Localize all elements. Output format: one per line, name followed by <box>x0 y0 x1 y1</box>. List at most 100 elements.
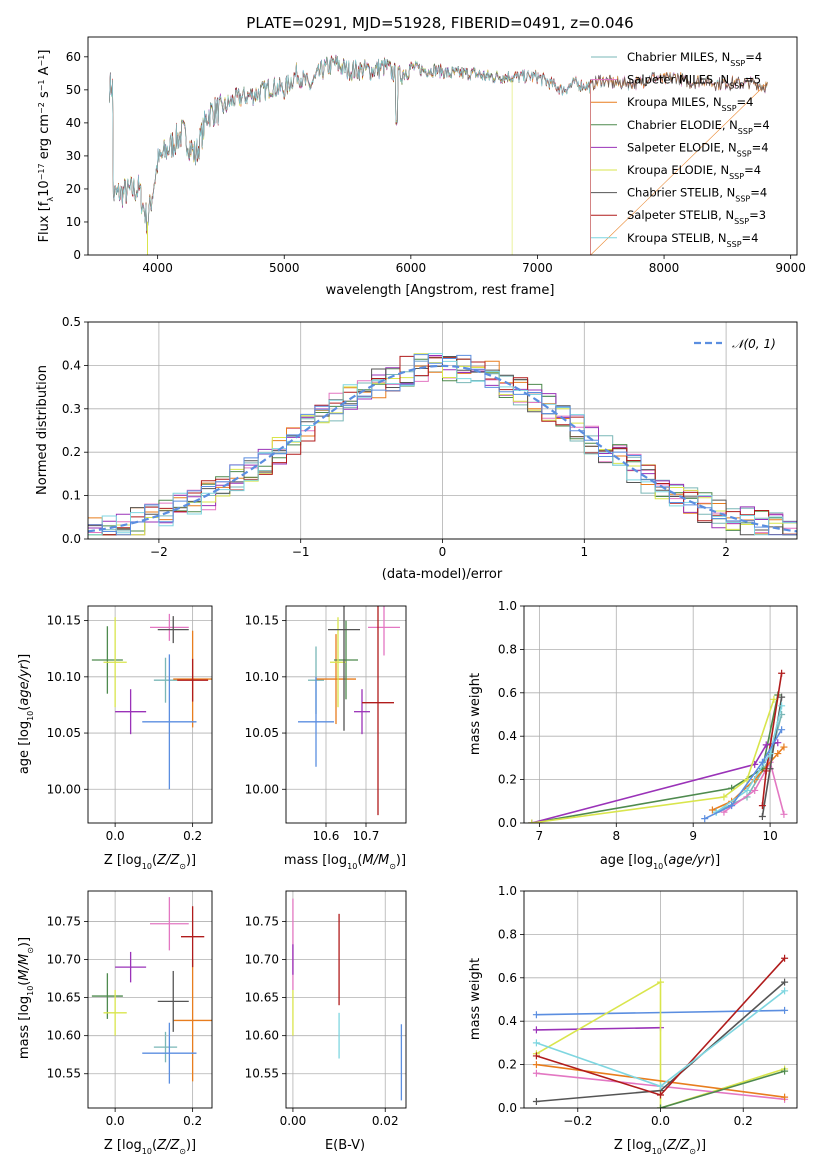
weight_vs_Z-ticklabel-y: 0.6 <box>498 971 517 985</box>
weight_vs_Z-ticklabel-x: 0.2 <box>734 1114 753 1128</box>
residual-histogram <box>88 353 797 536</box>
residuals-frame <box>87 321 798 540</box>
weight_vs_Z-ticklabel-y: 0.0 <box>498 1101 517 1115</box>
age_vs_Z-ticklabel-y: 10.15 <box>47 614 81 628</box>
age_vs_Z-frame <box>87 605 213 824</box>
weight_vs_age-marker <box>762 767 770 775</box>
spectrum-ticklabel-y: 0 <box>73 248 81 262</box>
weight_vs_Z-marker <box>781 1006 789 1014</box>
spectrum-ticklabel-x: 8000 <box>649 261 680 275</box>
weight_vs_Z-frame <box>523 890 798 1109</box>
weight_vs_age-series-line <box>715 705 783 813</box>
legend-label: Kroupa ELODIE, NSSP=4 <box>627 163 761 181</box>
weight_vs_age-marker <box>774 750 782 758</box>
residual-histogram <box>88 354 797 536</box>
weight_vs_Z-marker <box>532 1011 540 1019</box>
weight_vs_Z-ticklabel-y: 0.8 <box>498 927 517 941</box>
mass_vs_ebv-ticklabel-y: 10.55 <box>245 1067 279 1081</box>
residuals-ticklabel-x: 1 <box>580 545 588 559</box>
legend-normal-label: 𝒩(0, 1) <box>732 337 776 351</box>
weight_vs_age-marker <box>766 765 774 773</box>
legend-label: Chabrier ELODIE, NSSP=4 <box>627 118 770 136</box>
mass_vs_Z-ticklabel-y: 10.55 <box>47 1067 81 1081</box>
weight_vs_age-marker <box>770 695 778 703</box>
weight_vs_Z-marker <box>532 1052 540 1060</box>
weight_vs_Z-marker <box>532 1069 540 1077</box>
legend-label: Chabrier STELIB, NSSP=4 <box>627 186 767 204</box>
weight_vs_Z-marker <box>532 1039 540 1047</box>
residual-histogram <box>88 353 797 536</box>
weight_vs_Z-marker <box>657 1104 664 1108</box>
weight_vs_age-marker <box>778 726 786 734</box>
legend-label: Kroupa STELIB, NSSP=4 <box>627 231 758 249</box>
weight_vs_age-series-line <box>723 760 785 815</box>
weight_vs_Z-marker <box>532 1097 540 1105</box>
residuals-ticklabel-x: 0 <box>439 545 447 559</box>
mass_vs_Z-ticklabel-y: 10.75 <box>47 914 81 928</box>
legend-label: Chabrier MILES, NSSP=4 <box>627 50 762 68</box>
weight_vs_age-ticklabel-x: 8 <box>612 829 620 843</box>
weight_vs_Z-series-line <box>660 1070 785 1108</box>
weight_vs_age-marker <box>751 786 759 794</box>
mass_vs_Z-ticklabel-x: 0.2 <box>183 1114 202 1128</box>
weight_vs_Z-marker <box>657 978 664 986</box>
weight_vs_age-marker <box>720 793 728 801</box>
mass_vs_ebv-ticklabel-y: 10.60 <box>245 1029 279 1043</box>
age_vs_Z-ticklabel-y: 10.00 <box>47 782 81 796</box>
age_vs_mass-ticklabel-y: 10.15 <box>245 614 279 628</box>
spectrum-series-line <box>109 55 591 231</box>
spectrum-ticklabel-y: 30 <box>66 149 81 163</box>
weight_vs_age-series-line <box>531 699 775 823</box>
spectrum-ticklabel-y: 10 <box>66 215 81 229</box>
weight_vs_age-marker <box>758 812 766 820</box>
spectrum-ticklabel-y: 50 <box>66 83 81 97</box>
spectrum-frame <box>87 36 798 256</box>
age_vs_mass-ticklabel-y: 10.05 <box>245 726 279 740</box>
residuals-ticklabel-x: −1 <box>292 545 310 559</box>
weight_vs_age-marker <box>701 815 709 823</box>
spectrum-xlabel: wavelength [Angstrom, rest frame] <box>326 283 555 298</box>
residuals-plot <box>88 353 797 536</box>
spectrum-series-line <box>109 55 591 255</box>
weight_vs_Z-ticklabel-y: 0.2 <box>498 1058 517 1072</box>
spectrum-ticklabel-x: 7000 <box>522 261 553 275</box>
weight_vs_age-ticklabel-y: 0.6 <box>498 686 517 700</box>
weight_vs_age-marker <box>778 702 786 710</box>
weight_vs_Z-marker <box>781 1067 789 1075</box>
mass_vs_Z-ticklabel-y: 10.70 <box>47 953 81 967</box>
mass_vs_ebv-xlabel: E(B-V) <box>325 1138 365 1153</box>
weight_vs_age-marker <box>528 819 536 823</box>
spectrum-ticklabel-x: 6000 <box>396 261 427 275</box>
age_vs_Z-ticklabel-x: 0.2 <box>183 829 202 843</box>
age_vs_mass-plot <box>298 606 400 816</box>
weight_vs_Z-ticklabel-x: 0.0 <box>651 1114 670 1128</box>
residuals-ticklabel-y: 0.0 <box>62 532 81 546</box>
weight_vs_Z-marker <box>781 987 789 995</box>
legend-label: Kroupa MILES, NSSP=4 <box>627 95 753 113</box>
mass_vs_Z-ylabel: mass [log10(M/M⊙)] <box>17 937 35 1059</box>
age_vs_mass-axes: 10.6 10.7 10.00 10.05 10.10 10.15 <box>245 606 406 843</box>
age_vs_Z-ticklabel-y: 10.05 <box>47 726 81 740</box>
mass_vs_ebv-ticklabel-x: 0.02 <box>372 1114 399 1128</box>
mass_vs_Z-xlabel: Z [log10(Z/Z⊙)] <box>104 1138 196 1156</box>
mass_vs_Z-ticklabel-y: 10.65 <box>47 991 81 1005</box>
residuals-ticklabel-y: 0.4 <box>62 358 81 372</box>
weight_vs_Z-marker <box>781 978 789 986</box>
weight_vs_age-marker <box>708 806 716 814</box>
weight_vs_age-marker <box>762 741 770 749</box>
weight_vs_Z-axes: −0.2 0.0 0.2 0.0 0.2 0.4 0.6 0.8 1.0 <box>498 884 797 1128</box>
spectrum-ticklabel-x: 5000 <box>269 261 300 275</box>
weight_vs_age-ticklabel-y: 0.2 <box>498 773 517 787</box>
weight_vs_Z-marker <box>532 1061 540 1069</box>
weight_vs_age-ticklabel-x: 7 <box>536 829 544 843</box>
spectrum-ticklabel-x: 4000 <box>142 261 173 275</box>
legend-label: Salpeter STELIB, NSSP=3 <box>627 208 766 226</box>
mass_vs_ebv-axes: 0.00 0.02 10.55 10.60 10.65 10.70 10.75 <box>245 891 406 1128</box>
spectrum-ticklabel-y: 20 <box>66 182 81 196</box>
residuals-ticklabel-y: 0.3 <box>62 402 81 416</box>
weight_vs_age-plot <box>528 669 788 823</box>
weight_vs_Z-marker <box>781 954 789 962</box>
residuals-ylabel: Normed distribution <box>35 365 50 495</box>
residuals-ticklabel-y: 0.2 <box>62 445 81 459</box>
figure-title: PLATE=0291, MJD=51928, FIBERID=0491, z=0… <box>246 14 633 32</box>
